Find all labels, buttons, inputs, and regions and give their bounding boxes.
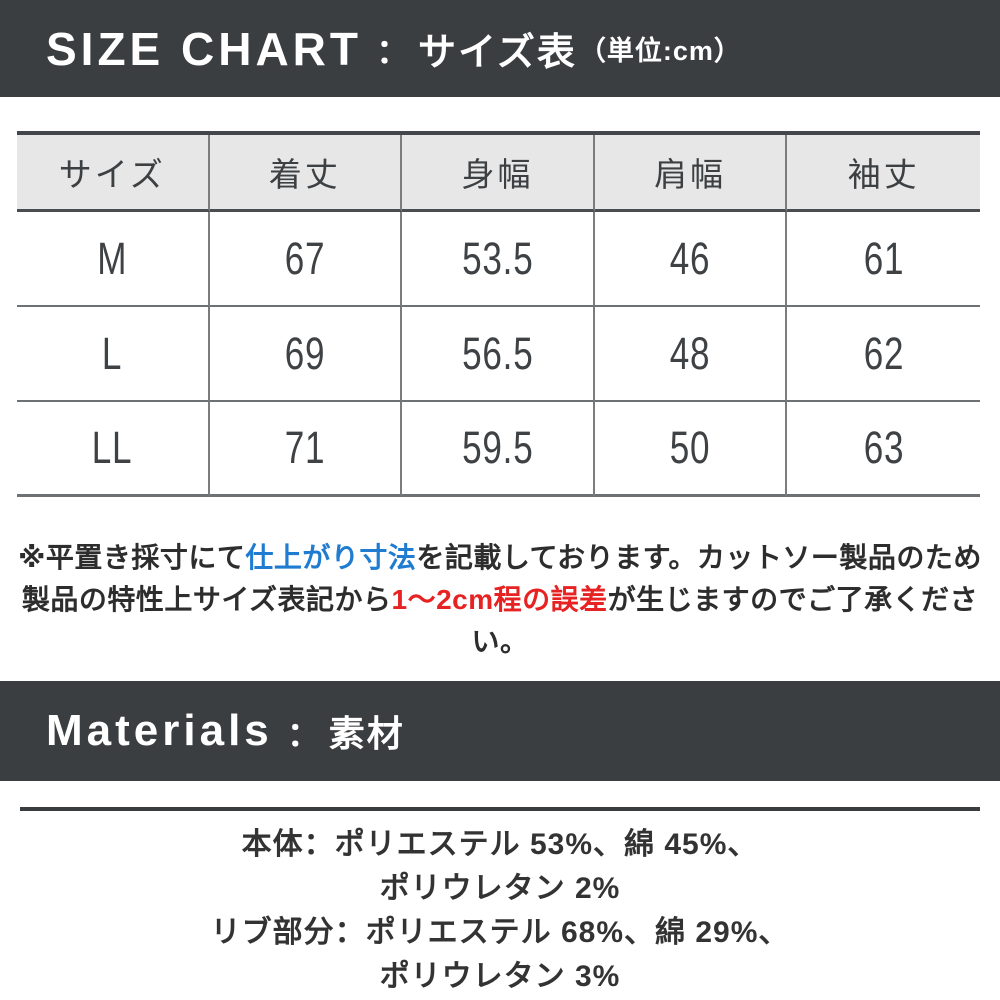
materials-body: 本体：ポリエステル 53%、綿 45%、 ポリウレタン 2% リブ部分：ポリエス… <box>20 807 980 1000</box>
materials-line-body-2: ポリウレタン 2% <box>379 872 621 905</box>
measurement-note-line2: 製品の特性上サイズ表記から1〜2cm程の誤差が生じますのでご了承ください。 <box>0 579 1000 663</box>
size-chart-title-separator: ： <box>376 33 410 71</box>
cell-value: 63 <box>863 422 904 473</box>
size-chart-unit-label: （単位:cm） <box>578 36 742 66</box>
note-highlight-tolerance: 1〜2cm程の誤差 <box>391 584 608 615</box>
size-table: サイズ 着丈 身幅 肩幅 袖丈 M 67 53.5 46 61 L 69 56.… <box>17 131 980 497</box>
table-row-l-length: 69 <box>209 307 403 402</box>
materials-title-en: Materials <box>46 706 273 755</box>
table-row-ll-size: LL <box>17 402 210 497</box>
materials-banner: Materials ： 素材 <box>0 681 1000 781</box>
note-text: を記載しております。カットソー製品のため <box>416 542 982 573</box>
size-chart-banner: SIZE CHART ： サイズ表 （単位:cm） <box>0 0 1000 97</box>
size-table-header-body-width: 身幅 <box>402 135 595 212</box>
table-row-l-sleeve-length: 62 <box>787 307 980 402</box>
cell-value: 61 <box>863 232 904 284</box>
size-table-header-sleeve-length: 袖丈 <box>787 135 980 212</box>
note-highlight-finished-dimensions: 仕上がり寸法 <box>245 542 417 573</box>
size-chart-title-ja: サイズ表 <box>418 32 577 74</box>
table-row-ll-length: 71 <box>209 402 403 497</box>
cell-value: 50 <box>669 422 711 473</box>
note-text: 製品の特性上サイズ表記から <box>21 584 392 615</box>
cell-value: 56.5 <box>461 327 534 379</box>
cell-value: 71 <box>284 422 326 473</box>
measurement-note-line1: ※平置き採寸にて仕上がり寸法を記載しております。カットソー製品のため <box>0 537 1000 579</box>
materials-title-ja: 素材 <box>328 713 405 754</box>
size-table-header-size: サイズ <box>17 135 210 212</box>
size-chart-title-en: SIZE CHART <box>46 22 362 75</box>
table-row-ll-body-width: 59.5 <box>402 402 595 497</box>
cell-value: 59.5 <box>461 422 534 473</box>
note-text: が生じますのでご了承ください。 <box>471 584 979 657</box>
cell-value: M <box>97 232 128 284</box>
materials-line-rib: リブ部分：ポリエステル 68%、綿 29%、 <box>210 916 790 949</box>
cell-value: 67 <box>284 232 326 284</box>
cell-value: 53.5 <box>461 232 534 284</box>
table-row-l-shoulder-width: 48 <box>594 307 788 402</box>
table-row-l-size: L <box>17 307 210 402</box>
table-row-m-sleeve-length: 61 <box>787 212 980 307</box>
table-row-ll-sleeve-length: 63 <box>787 402 980 497</box>
cell-value: 48 <box>669 327 711 379</box>
cell-value: 62 <box>863 327 904 379</box>
cell-value: 69 <box>284 327 326 379</box>
table-row-m-shoulder-width: 46 <box>594 212 788 307</box>
materials-title-separator: ： <box>286 715 321 754</box>
size-table-header-shoulder-width: 肩幅 <box>594 135 788 212</box>
size-table-header-length: 着丈 <box>209 135 403 212</box>
table-row-ll-shoulder-width: 50 <box>594 402 788 497</box>
note-text: ※平置き採寸にて <box>18 542 246 573</box>
cell-value: LL <box>91 422 133 473</box>
cell-value: L <box>102 327 123 379</box>
table-row-m-body-width: 53.5 <box>402 212 595 307</box>
cell-value: 46 <box>669 232 711 284</box>
materials-line-rib-2: ポリウレタン 3% <box>379 960 621 993</box>
table-row-m-size: M <box>17 212 210 307</box>
measurement-note: ※平置き採寸にて仕上がり寸法を記載しております。カットソー製品のため 製品の特性… <box>0 537 1000 663</box>
table-row-l-body-width: 56.5 <box>402 307 595 402</box>
table-row-m-length: 67 <box>209 212 403 307</box>
materials-line-body: 本体：ポリエステル 53%、綿 45%、 <box>241 828 759 861</box>
